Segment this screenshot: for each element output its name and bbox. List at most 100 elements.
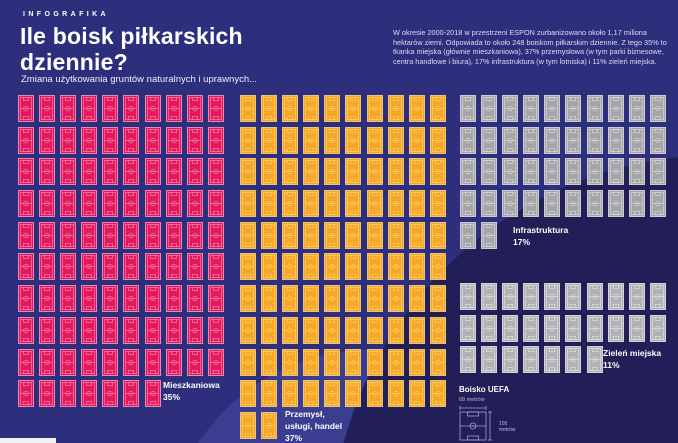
pitch-icon: [165, 285, 182, 313]
pitch-icon: [481, 221, 498, 249]
pitch-icon: [366, 95, 383, 122]
pitch-icon: [429, 190, 446, 218]
pitch-icon: [607, 158, 624, 186]
pitch-icon: [39, 285, 56, 313]
pitch-icon: [123, 348, 140, 376]
pitch-icon: [523, 95, 540, 122]
pitch-icon: [123, 253, 140, 281]
pitch-icon: [240, 348, 256, 376]
pitch-icon: [102, 95, 119, 122]
pitch-icon: [460, 346, 476, 374]
pitch-icon: [387, 95, 404, 122]
pitch-icon: [102, 190, 119, 218]
pitch-icon: [460, 95, 476, 122]
pitch-icon: [544, 283, 561, 310]
pitch-icon: [261, 95, 278, 122]
pitch-icon: [429, 253, 446, 281]
pitch-icon: [544, 346, 561, 374]
pitch-icon: [240, 316, 256, 344]
pitch-icon: [81, 380, 98, 408]
pitch-icon: [544, 95, 561, 122]
pitch-icon: [628, 158, 645, 186]
pitch-icon: [544, 126, 561, 154]
uefa-pitch-legend: Boisko UEFA 68 metrów 105 metrów: [459, 385, 515, 443]
pitch-icon: [481, 314, 498, 342]
pitch-icon: [565, 126, 582, 154]
pitch-icon: [102, 158, 119, 186]
pitch-icon: [303, 95, 320, 122]
pitch-icon: [387, 190, 404, 218]
pitch-icon: [502, 126, 519, 154]
pitch-icon: [207, 253, 224, 281]
pitch-icon: [586, 190, 603, 218]
pitch-icon: [102, 285, 119, 313]
pitch-icon: [460, 283, 476, 310]
pitch-icon: [481, 126, 498, 154]
pitch-icon: [523, 346, 540, 374]
pitch-icon: [387, 221, 404, 249]
pitch-icon: [345, 158, 362, 186]
pitch-icon: [60, 253, 77, 281]
pitch-icon: [628, 190, 645, 218]
pitch-icon: [303, 126, 320, 154]
pitch-icon: [186, 316, 203, 344]
pitch-icon: [460, 314, 476, 342]
pitch-icon: [282, 95, 299, 122]
pitch-icon: [502, 158, 519, 186]
pitch-icon: [523, 314, 540, 342]
pitch-icon: [240, 126, 256, 154]
pitch-icon: [261, 285, 278, 313]
pitch-icon: [324, 95, 341, 122]
pitch-icon: [102, 126, 119, 154]
pitch-icon: [544, 314, 561, 342]
pitch-icon: [387, 316, 404, 344]
pitch-icon: [240, 95, 256, 122]
pitch-icon: [18, 253, 34, 281]
pitch-icon: [39, 95, 56, 122]
pitch-icon: [60, 285, 77, 313]
pitch-icon: [18, 221, 34, 249]
pitch-icon: [240, 190, 256, 218]
pitch-icon: [387, 380, 404, 408]
pitch-icon: [429, 158, 446, 186]
pitch-icon: [81, 158, 98, 186]
pitch-icon: [165, 316, 182, 344]
pitch-icon: [207, 95, 224, 122]
pitch-icon: [628, 95, 645, 122]
pitch-icon: [429, 221, 446, 249]
pitch-icon: [144, 285, 161, 313]
waffle-block-mieszkaniowa: [18, 95, 224, 408]
pitch-icon: [303, 158, 320, 186]
pitch-icon: [649, 190, 666, 218]
pitch-icon: [282, 126, 299, 154]
pitch-icon: [81, 348, 98, 376]
pitch-icon: [345, 95, 362, 122]
page-title: Ile boisk piłkarskich dziennie?: [20, 23, 243, 75]
pitch-icon: [649, 158, 666, 186]
page-subtitle: Zmiana użytkowania gruntów naturalnych i…: [21, 74, 258, 85]
uefa-pitch-diagram-icon: [459, 406, 492, 441]
pitch-icon: [565, 158, 582, 186]
pitch-icon: [408, 95, 425, 122]
pitch-icon: [408, 348, 425, 376]
pitch-icon: [303, 285, 320, 313]
pitch-icon: [387, 348, 404, 376]
pitch-icon: [628, 283, 645, 310]
pitch-icon: [586, 314, 603, 342]
pitch-icon: [303, 348, 320, 376]
pitch-icon: [565, 346, 582, 374]
pitch-icon: [144, 95, 161, 122]
pitch-icon: [18, 285, 34, 313]
pitch-icon: [366, 316, 383, 344]
pitch-icon: [628, 314, 645, 342]
pitch-icon: [345, 221, 362, 249]
pitch-icon: [81, 95, 98, 122]
pitch-icon: [144, 316, 161, 344]
pitch-icon: [429, 285, 446, 313]
pitch-icon: [165, 348, 182, 376]
pitch-icon: [18, 95, 34, 122]
pitch-icon: [324, 380, 341, 408]
pitch-icon: [81, 126, 98, 154]
pitch-icon: [366, 380, 383, 408]
pitch-icon: [261, 316, 278, 344]
